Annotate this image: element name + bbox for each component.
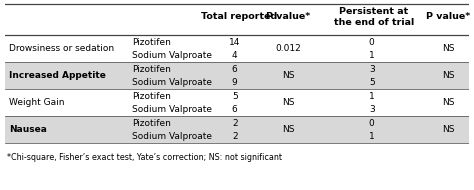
Text: Pizotifen: Pizotifen [132,65,172,74]
Text: Pizotifen: Pizotifen [132,38,172,47]
Text: Persistent at
the end of trial: Persistent at the end of trial [334,7,414,27]
Text: 1: 1 [369,132,374,141]
Text: Pizotifen: Pizotifen [132,119,172,128]
Text: 2: 2 [232,132,237,141]
Text: NS: NS [442,125,455,134]
Text: 3: 3 [369,65,374,74]
Text: 0: 0 [369,119,374,128]
Text: Total reported: Total reported [201,12,277,21]
Text: 1: 1 [369,51,374,60]
Text: Weight Gain: Weight Gain [9,98,65,107]
Text: Sodium Valproate: Sodium Valproate [132,105,212,114]
Text: Sodium Valproate: Sodium Valproate [132,78,212,87]
Text: 2: 2 [232,119,237,128]
Text: Sodium Valproate: Sodium Valproate [132,132,212,141]
Text: 14: 14 [229,38,240,47]
Text: Sodium Valproate: Sodium Valproate [132,51,212,60]
Bar [5,116,469,143]
Text: NS: NS [282,71,294,80]
Text: Drowsiness or sedation: Drowsiness or sedation [9,44,115,53]
Text: 3: 3 [369,105,374,114]
Text: NS: NS [282,98,294,107]
Text: 5: 5 [232,92,237,101]
Text: P value*: P value* [266,12,310,21]
Text: NS: NS [442,71,455,80]
Text: 6: 6 [232,65,237,74]
Text: NS: NS [442,44,455,53]
Text: 0.012: 0.012 [275,44,301,53]
Text: 5: 5 [369,78,374,87]
Text: 0: 0 [369,38,374,47]
Text: *Chi-square, Fisher’s exact test, Yate’s correction; NS: not significant: *Chi-square, Fisher’s exact test, Yate’s… [7,153,282,162]
Text: Pizotifen: Pizotifen [132,92,172,101]
Text: Nausea: Nausea [9,125,47,134]
Text: P value*: P value* [426,12,471,21]
Text: 1: 1 [369,92,374,101]
Text: NS: NS [442,98,455,107]
Text: 9: 9 [232,78,237,87]
Bar [5,63,469,89]
Text: NS: NS [282,125,294,134]
Text: Increased Appetite: Increased Appetite [9,71,106,80]
Text: 6: 6 [232,105,237,114]
Text: 4: 4 [232,51,237,60]
